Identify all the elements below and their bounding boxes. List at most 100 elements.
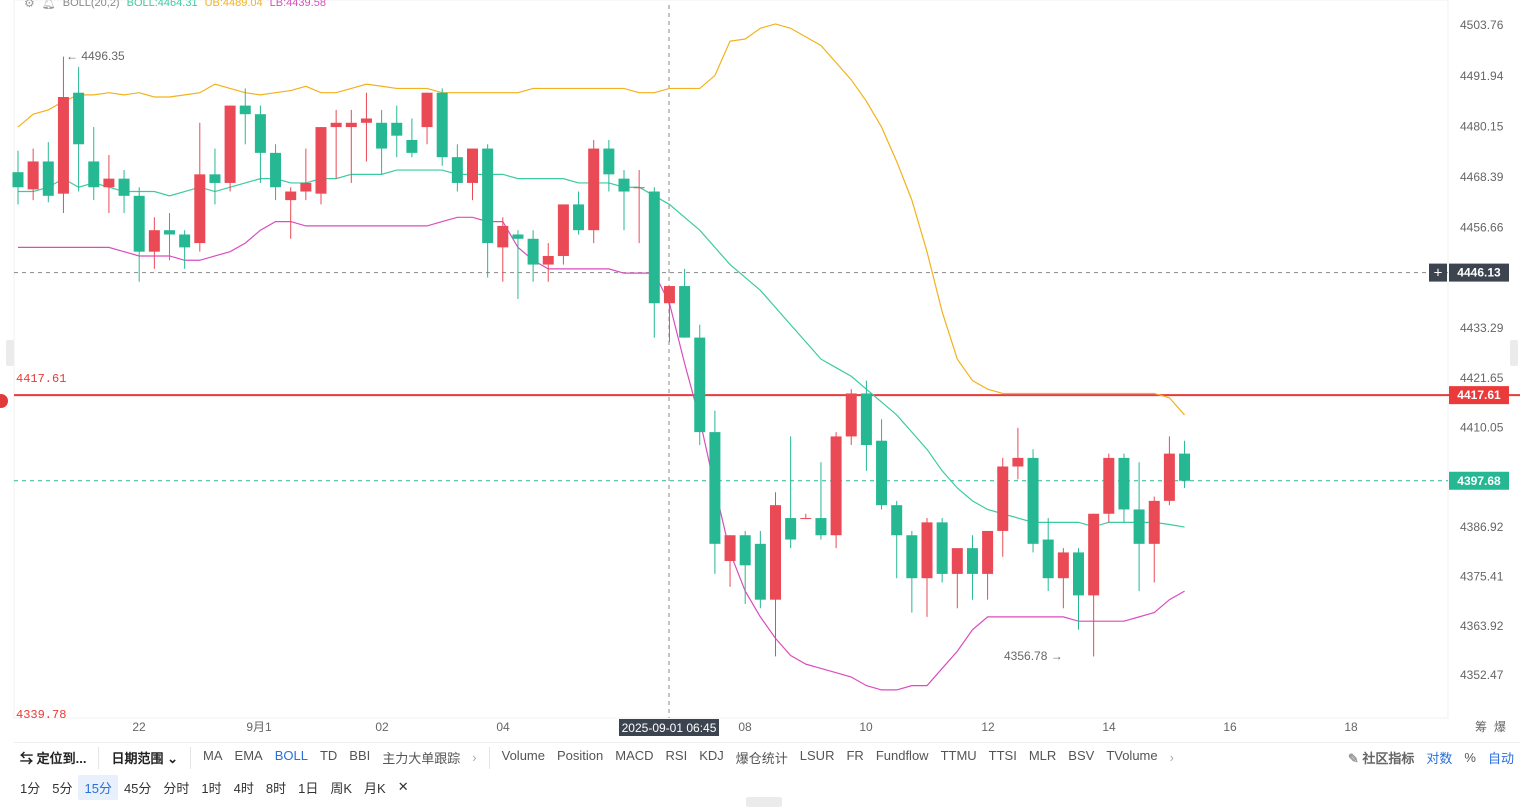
candle-body[interactable] <box>376 122 388 149</box>
sub-indicator-7[interactable]: FR <box>846 748 864 763</box>
candle-body[interactable] <box>118 178 130 196</box>
candle-body[interactable] <box>73 92 85 145</box>
sub-indicator-5[interactable]: 爆仓统计 <box>735 751 788 766</box>
sub-indicator-10[interactable]: TTSI <box>988 748 1017 763</box>
candle-body[interactable] <box>179 234 191 248</box>
candle-body[interactable] <box>42 161 54 196</box>
main-indicator-1[interactable]: EMA <box>234 748 263 763</box>
candle-body[interactable] <box>588 148 600 231</box>
candle-body[interactable] <box>997 466 1009 531</box>
candle-body[interactable] <box>800 518 812 520</box>
candle-body[interactable] <box>724 535 736 562</box>
candle-body[interactable] <box>785 518 797 540</box>
candle-body[interactable] <box>254 114 266 153</box>
candle-body[interactable] <box>527 238 539 265</box>
sub-indicator-4[interactable]: KDJ <box>699 748 724 763</box>
candle-body[interactable] <box>1027 457 1039 544</box>
bottom-resize-handle[interactable] <box>746 797 782 807</box>
timeframe-7[interactable]: 8时 <box>265 780 287 796</box>
chevron-right-icon[interactable]: › <box>1169 750 1174 765</box>
sub-indicator-11[interactable]: MLR <box>1028 748 1057 763</box>
candle-body[interactable] <box>1042 539 1054 579</box>
left-collapse-handle[interactable] <box>6 340 14 366</box>
candle-body[interactable] <box>1118 457 1130 510</box>
candle-body[interactable] <box>482 148 494 244</box>
candle-body[interactable] <box>1088 513 1100 596</box>
candle-body[interactable] <box>57 97 69 194</box>
candle-body[interactable] <box>618 178 630 192</box>
main-indicator-2[interactable]: BOLL <box>274 748 308 763</box>
candle-body[interactable] <box>860 393 872 446</box>
candle-body[interactable] <box>982 530 994 574</box>
candle-body[interactable] <box>1057 552 1069 579</box>
candle-body[interactable] <box>739 535 751 566</box>
percent-toggle[interactable]: % <box>1464 750 1476 765</box>
settings-icon[interactable]: ⚙ <box>24 0 35 10</box>
candle-body[interactable] <box>1148 500 1160 544</box>
candle-body[interactable] <box>345 122 357 128</box>
candle-body[interactable] <box>224 105 236 183</box>
timeframe-1[interactable]: 5分 <box>52 780 73 796</box>
candle-body[interactable] <box>148 230 160 252</box>
alert-dot[interactable] <box>0 394 8 408</box>
candle-body[interactable] <box>300 182 312 192</box>
main-indicator-5[interactable]: 主力大单跟踪 <box>382 751 461 766</box>
timeframe-2[interactable]: 15分 <box>78 774 118 800</box>
candle-body[interactable] <box>633 187 645 189</box>
candle-body[interactable] <box>88 161 100 188</box>
sub-indicator-6[interactable]: LSUR <box>799 748 835 763</box>
candle-body[interactable] <box>239 105 251 115</box>
candle-body[interactable] <box>330 122 342 128</box>
candle-body[interactable] <box>891 505 903 536</box>
candle-body[interactable] <box>876 440 888 506</box>
candle-body[interactable] <box>1103 457 1115 514</box>
candle-body[interactable] <box>906 535 918 579</box>
candle-body[interactable] <box>360 118 372 123</box>
sub-indicator-12[interactable]: BSV <box>1068 748 1095 763</box>
main-indicator-3[interactable]: TD <box>319 748 338 763</box>
candle-body[interactable] <box>951 548 963 574</box>
timeframe-5[interactable]: 1时 <box>201 780 222 796</box>
candle-body[interactable] <box>1012 457 1024 467</box>
candle-body[interactable] <box>770 505 781 600</box>
sub-indicator-0[interactable]: Volume <box>501 748 545 763</box>
main-indicator-0[interactable]: MA <box>203 748 223 763</box>
candle-body[interactable] <box>285 191 297 201</box>
sub-indicator-9[interactable]: TTMU <box>940 748 977 763</box>
candle-body[interactable] <box>1163 453 1175 501</box>
candle-body[interactable] <box>315 127 327 194</box>
close-icon[interactable]: ✕ <box>397 779 409 794</box>
candle-body[interactable] <box>194 174 206 244</box>
timeframe-6[interactable]: 4时 <box>233 780 254 796</box>
candle-body[interactable] <box>573 204 585 231</box>
candle-body[interactable] <box>603 148 615 175</box>
timeframe-3[interactable]: 45分 <box>123 780 152 796</box>
candle-body[interactable] <box>542 255 554 265</box>
sub-indicator-3[interactable]: RSI <box>665 748 688 763</box>
candle-body[interactable] <box>436 92 448 158</box>
candle-body[interactable] <box>12 172 24 188</box>
candle-body[interactable] <box>497 225 509 248</box>
candle-body[interactable] <box>1133 509 1145 544</box>
candle-body[interactable] <box>754 543 766 600</box>
date-range-button[interactable]: 日期范围 ⌄ <box>105 748 184 767</box>
community-indicators-button[interactable]: ✎ 社区指标 <box>1342 748 1421 767</box>
bell-icon[interactable]: 🔔︎ <box>41 0 56 10</box>
candle-body[interactable] <box>1073 552 1084 596</box>
candle-body[interactable] <box>270 152 282 188</box>
timeframe-9[interactable]: 周K <box>330 780 353 796</box>
candlestick-chart[interactable]: 4503.76 4491.94 4480.15 4468.39 4456.66 4433.… <box>0 0 1520 740</box>
candle-body[interactable] <box>27 161 39 190</box>
candle-body[interactable] <box>391 122 403 136</box>
sub-indicator-2[interactable]: MACD <box>615 748 654 763</box>
timeframe-8[interactable]: 1日 <box>298 780 319 796</box>
candle-body[interactable] <box>679 286 691 338</box>
candle-body[interactable] <box>467 148 478 183</box>
candle-body[interactable] <box>845 393 857 437</box>
main-indicator-4[interactable]: BBI <box>349 748 371 763</box>
candle-body[interactable] <box>830 436 842 536</box>
timeframe-0[interactable]: 1分 <box>20 780 41 796</box>
timeframe-10[interactable]: 月K <box>364 780 386 796</box>
candle-body[interactable] <box>921 522 933 579</box>
timeframe-4[interactable]: 分时 <box>163 780 190 796</box>
